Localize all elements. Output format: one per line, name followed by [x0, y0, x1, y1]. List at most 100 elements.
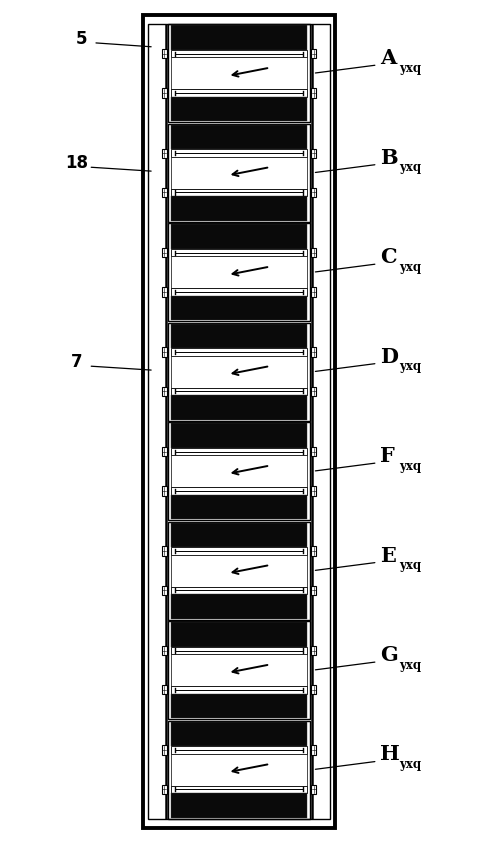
Bar — [171, 746, 307, 754]
Bar — [162, 586, 167, 595]
Bar — [162, 546, 167, 556]
Bar — [168, 721, 310, 819]
Bar — [168, 223, 310, 321]
Bar — [311, 447, 316, 456]
Bar — [171, 149, 307, 157]
Bar — [162, 785, 167, 794]
Bar — [171, 57, 307, 89]
Text: yxq: yxq — [399, 260, 421, 274]
Bar — [311, 89, 316, 98]
Bar — [171, 125, 307, 149]
Bar — [162, 347, 167, 357]
Bar — [171, 487, 307, 495]
Bar — [311, 347, 316, 357]
Bar — [171, 249, 307, 256]
Bar — [171, 654, 307, 686]
Text: F: F — [380, 446, 395, 466]
Bar — [162, 685, 167, 695]
Bar — [171, 448, 307, 455]
Bar — [171, 647, 307, 654]
Text: yxq: yxq — [399, 459, 421, 473]
Bar — [311, 586, 316, 595]
Bar — [171, 189, 307, 196]
Bar — [171, 555, 307, 587]
Bar — [162, 89, 167, 98]
Text: B: B — [380, 148, 398, 168]
Bar — [162, 486, 167, 496]
Bar — [162, 447, 167, 456]
Bar — [171, 793, 307, 818]
Bar — [162, 248, 167, 257]
Text: yxq: yxq — [399, 161, 421, 175]
Bar — [162, 745, 167, 754]
Bar — [311, 546, 316, 556]
Bar — [311, 685, 316, 695]
Bar — [168, 323, 310, 421]
Text: yxq: yxq — [399, 758, 421, 771]
Bar — [171, 356, 307, 388]
Bar — [168, 522, 310, 620]
Bar — [171, 157, 307, 189]
Bar — [171, 455, 307, 487]
Bar — [162, 148, 167, 158]
Bar — [311, 49, 316, 58]
Bar — [171, 587, 307, 594]
Text: 5: 5 — [76, 30, 87, 47]
Bar — [171, 754, 307, 786]
Bar — [171, 523, 307, 547]
Bar — [162, 646, 167, 655]
Bar — [171, 296, 307, 320]
Bar — [311, 745, 316, 754]
Bar — [168, 422, 310, 520]
Bar — [171, 495, 307, 519]
Bar — [171, 686, 307, 694]
Bar — [171, 89, 307, 97]
Bar — [162, 188, 167, 197]
Text: G: G — [380, 645, 398, 665]
Bar — [143, 15, 335, 828]
Bar — [171, 25, 307, 50]
Bar — [168, 621, 310, 719]
Bar — [311, 785, 316, 794]
Text: yxq: yxq — [399, 559, 421, 572]
Bar — [171, 694, 307, 718]
Bar — [311, 148, 316, 158]
Bar — [311, 248, 316, 257]
Bar — [171, 622, 307, 647]
Text: yxq: yxq — [399, 658, 421, 672]
Text: yxq: yxq — [399, 360, 421, 373]
Bar — [311, 486, 316, 496]
Bar — [171, 288, 307, 296]
Bar — [162, 287, 167, 297]
Text: E: E — [380, 545, 396, 566]
Bar — [171, 388, 307, 395]
Bar — [171, 594, 307, 619]
Bar — [171, 423, 307, 448]
Bar — [171, 395, 307, 420]
Bar — [168, 24, 310, 122]
Bar — [171, 547, 307, 555]
Bar — [171, 224, 307, 249]
Bar — [171, 97, 307, 121]
Bar — [148, 24, 330, 819]
Bar — [168, 124, 310, 222]
Text: yxq: yxq — [399, 62, 421, 75]
Text: 7: 7 — [71, 353, 82, 371]
Text: C: C — [380, 247, 397, 267]
Bar — [171, 786, 307, 793]
Text: 18: 18 — [65, 154, 88, 172]
Text: A: A — [380, 48, 396, 68]
Bar — [171, 196, 307, 221]
Bar — [311, 387, 316, 396]
Bar — [171, 324, 307, 348]
Bar — [162, 387, 167, 396]
Bar — [311, 188, 316, 197]
Bar — [171, 256, 307, 288]
Text: D: D — [380, 346, 398, 367]
Bar — [171, 50, 307, 57]
Bar — [311, 287, 316, 297]
Bar — [171, 348, 307, 356]
Bar — [162, 49, 167, 58]
Text: H: H — [380, 744, 400, 765]
Bar — [311, 646, 316, 655]
